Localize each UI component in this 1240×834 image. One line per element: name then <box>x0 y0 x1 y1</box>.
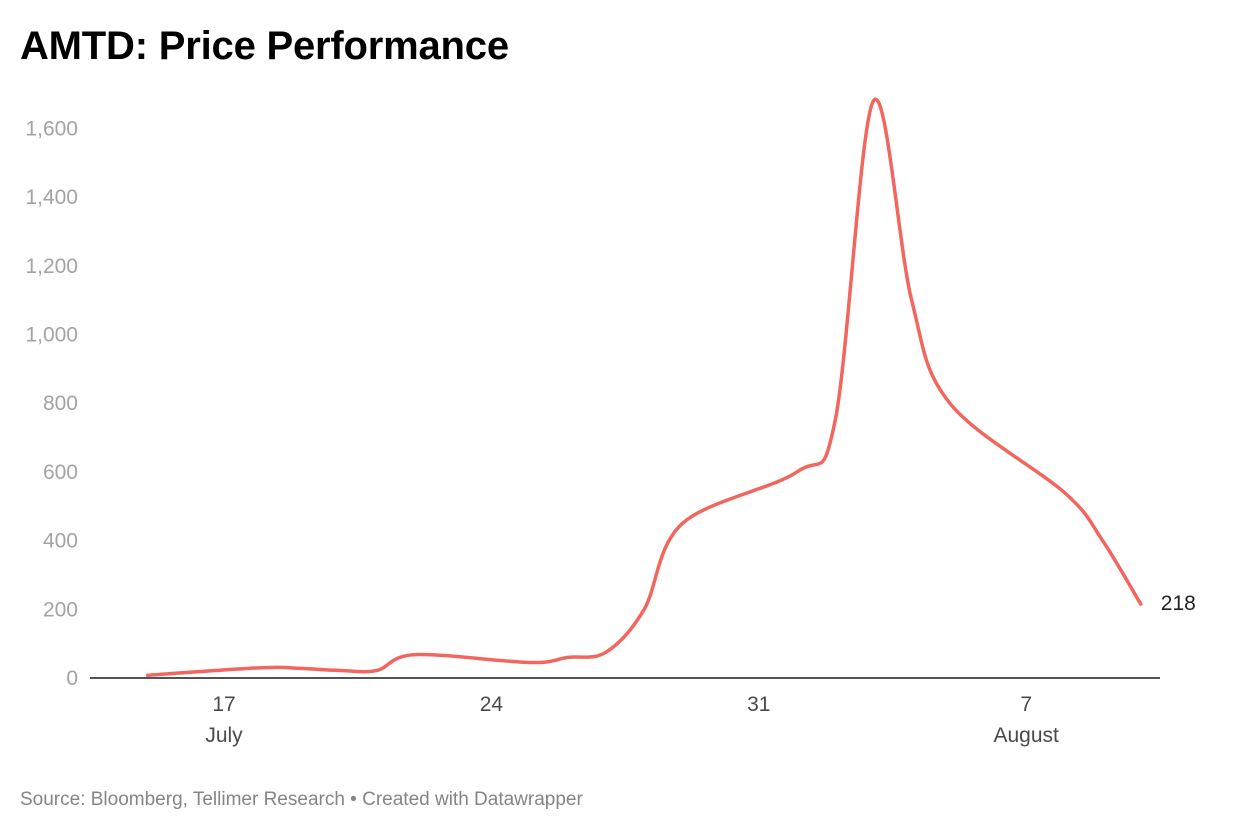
x-month-label: July <box>205 724 243 747</box>
chart-title: AMTD: Price Performance <box>20 24 509 68</box>
x-tick-label: 31 <box>747 693 770 716</box>
y-tick-label: 1,600 <box>25 117 78 140</box>
x-axis: 17 24 31 7 July August <box>90 677 1160 747</box>
y-tick-label: 800 <box>43 392 78 415</box>
x-tick-label: 17 <box>212 693 235 716</box>
y-tick-label: 600 <box>43 461 78 484</box>
price-line <box>145 97 1143 678</box>
annotation-group: 218 <box>1161 592 1196 615</box>
end-value-label: 218 <box>1161 592 1196 615</box>
y-axis: 0 200 400 600 800 1,000 1,200 1,400 1,600 <box>25 117 78 690</box>
series-group <box>145 97 1143 678</box>
x-tick-label: 7 <box>1020 693 1032 716</box>
x-month-label: August <box>994 724 1060 747</box>
x-tick-label: 24 <box>480 693 504 716</box>
y-tick-label: 1,000 <box>25 324 78 347</box>
y-tick-label: 200 <box>43 598 78 621</box>
y-tick-label: 0 <box>66 667 78 690</box>
y-tick-label: 1,200 <box>25 255 78 278</box>
source-note: Source: Bloomberg, Tellimer Research • C… <box>20 789 583 810</box>
y-tick-label: 400 <box>43 530 78 553</box>
y-tick-label: 1,400 <box>25 186 78 209</box>
